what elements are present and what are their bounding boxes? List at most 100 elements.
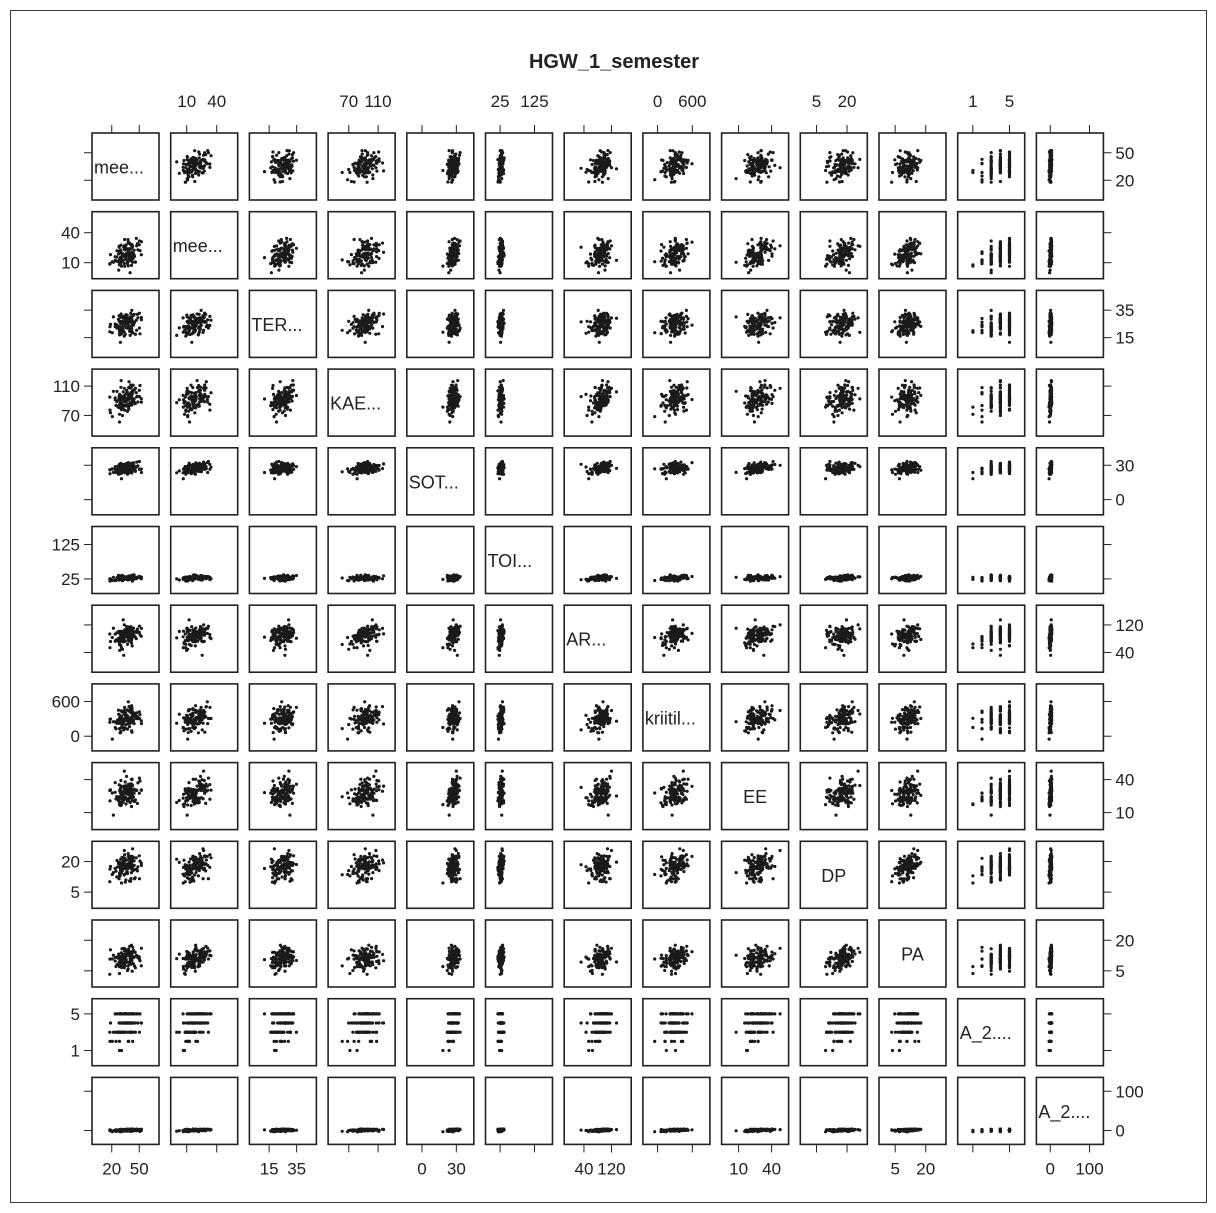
scatter-point xyxy=(669,160,673,164)
scatter-point xyxy=(209,391,213,395)
scatter-point xyxy=(135,244,139,248)
scatter-point xyxy=(769,169,773,173)
scatter-point xyxy=(763,162,767,166)
scatter-point xyxy=(455,158,459,162)
scatter-point xyxy=(598,163,602,167)
scatter-point xyxy=(374,332,378,336)
scatter-point xyxy=(914,179,918,184)
scatter-point xyxy=(284,248,288,252)
panel-r1-c6 xyxy=(484,132,554,201)
scatter-point xyxy=(597,155,601,159)
scatter-point xyxy=(908,328,913,332)
scatter-point xyxy=(1007,158,1012,162)
scatter-point xyxy=(202,169,206,173)
scatter-point xyxy=(360,152,364,156)
scatter-point xyxy=(905,239,909,243)
scatter-point xyxy=(834,159,838,163)
scatter-point xyxy=(374,155,378,159)
scatter-point xyxy=(890,180,894,184)
scatter-point xyxy=(359,158,363,162)
scatter-point xyxy=(674,243,678,247)
scatter-point xyxy=(447,340,451,344)
scatter-point xyxy=(363,319,367,323)
scatter-point xyxy=(206,395,210,399)
scatter-point xyxy=(603,264,607,268)
scatter-point xyxy=(679,251,684,256)
scatter-point xyxy=(367,324,371,328)
scatter-point xyxy=(989,180,993,184)
scatter-point xyxy=(283,243,288,247)
scatter-point xyxy=(669,333,673,337)
scatter-point xyxy=(347,319,351,323)
scatter-point xyxy=(605,321,609,325)
scatter-point xyxy=(458,151,462,155)
scatter-point xyxy=(851,311,855,315)
scatter-point xyxy=(193,406,198,410)
panel-frame xyxy=(484,289,554,359)
scatter-point xyxy=(668,169,672,173)
scatter-point xyxy=(597,331,601,335)
scatter-point xyxy=(681,327,685,331)
scatter-point xyxy=(850,315,854,319)
scatter-point xyxy=(664,264,668,268)
scatter-point xyxy=(375,250,379,254)
scatter-point xyxy=(596,271,601,275)
scatter-point xyxy=(588,320,593,324)
scatter-point xyxy=(678,165,682,169)
scatter-point xyxy=(283,413,288,418)
scatter-point xyxy=(597,237,601,242)
scatter-point xyxy=(277,268,281,272)
scatter-point xyxy=(663,174,667,178)
scatter-point xyxy=(449,393,453,397)
scatter-point xyxy=(138,383,142,388)
scatter-point xyxy=(838,315,843,319)
scatter-point xyxy=(182,401,186,405)
scatter-point xyxy=(824,168,828,173)
panel-frame xyxy=(405,210,475,280)
scatter-point xyxy=(294,246,298,250)
scatter-point xyxy=(912,313,917,317)
scatter-point xyxy=(262,397,267,401)
scatter-point xyxy=(287,264,291,268)
scatter-point xyxy=(1007,165,1012,169)
scatter-point xyxy=(747,328,751,332)
scatter-point xyxy=(667,164,671,168)
scatter-point xyxy=(841,323,845,327)
scatter-point xyxy=(989,315,993,319)
scatter-point xyxy=(653,331,657,335)
scatter-point xyxy=(676,170,681,174)
scatter-point xyxy=(899,256,903,260)
scatter-point xyxy=(682,321,686,325)
scatter-point xyxy=(755,319,759,323)
scatter-point xyxy=(369,236,374,240)
scatter-point xyxy=(500,177,504,181)
scatter-point xyxy=(360,333,364,337)
panel-grid: mee...mee...TER...KAE...SOT...TOI...AR..… xyxy=(52,92,1144,1178)
panel-r1-c8 xyxy=(642,132,711,201)
scatter-point xyxy=(498,161,502,165)
panel-r1-c12 xyxy=(956,132,1026,201)
scatter-point xyxy=(377,332,381,336)
scatter-point xyxy=(909,177,913,181)
scatter-point xyxy=(659,259,663,263)
scatter-point xyxy=(828,320,832,324)
scatter-point xyxy=(209,154,213,158)
scatter-point xyxy=(676,331,681,335)
scatter-point xyxy=(763,240,767,244)
scatter-point xyxy=(593,328,597,332)
scatter-point xyxy=(588,252,593,256)
scatter-point xyxy=(370,313,374,317)
scatter-point xyxy=(194,396,198,400)
scatter-point xyxy=(989,324,993,328)
scatter-point xyxy=(773,320,777,325)
scatter-point xyxy=(653,178,657,182)
scatter-point xyxy=(365,153,369,157)
scatter-point xyxy=(589,169,593,173)
scatter-point xyxy=(275,252,279,256)
scatter-point xyxy=(276,259,280,263)
scatter-point xyxy=(907,170,911,174)
scatter-point xyxy=(271,249,275,253)
scatter-point xyxy=(734,260,738,264)
scatter-point xyxy=(763,250,767,254)
